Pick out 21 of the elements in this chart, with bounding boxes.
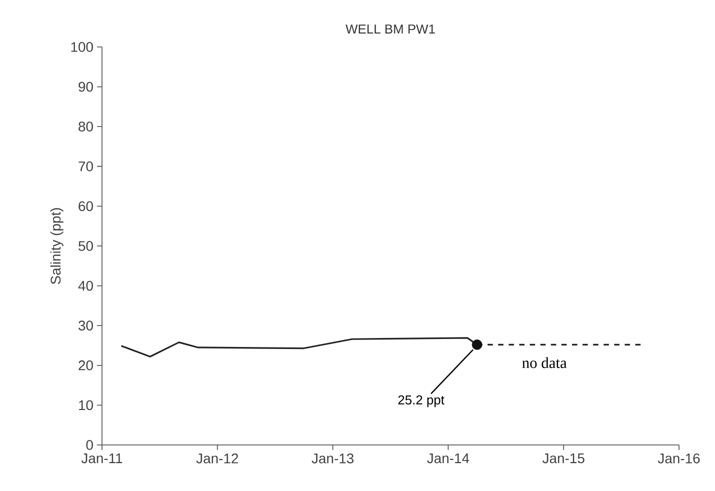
y-tick-label: 60 xyxy=(78,201,93,212)
y-tick-label: 50 xyxy=(78,241,93,251)
y-tick-label: 40 xyxy=(78,280,93,291)
x-tick-label: Jan-15 xyxy=(542,454,584,464)
chart-title: WELL BM PW1 xyxy=(346,24,435,34)
y-tick-label: 30 xyxy=(78,320,93,331)
y-tick-label: 70 xyxy=(78,161,93,172)
y-tick-label: 80 xyxy=(78,122,93,132)
y-tick-label: 10 xyxy=(79,400,93,410)
y-tick-label: 20 xyxy=(78,360,93,370)
annotation: 25.2 ppt xyxy=(398,395,444,408)
x-tick-label: Jan-11 xyxy=(81,454,122,464)
annotation: no data xyxy=(522,357,567,368)
x-tick-label: Jan-14 xyxy=(427,454,470,464)
y-tick-label: 100 xyxy=(71,42,93,52)
x-tick-label: Jan-16 xyxy=(658,453,700,464)
y-tick-label: 0 xyxy=(86,440,93,450)
x-tick-label: Jan-12 xyxy=(196,453,238,464)
y-axis-title: Salinity (ppt) xyxy=(50,208,64,284)
x-tick-label: Jan-13 xyxy=(312,453,354,464)
y-tick-label: 90 xyxy=(78,82,93,92)
